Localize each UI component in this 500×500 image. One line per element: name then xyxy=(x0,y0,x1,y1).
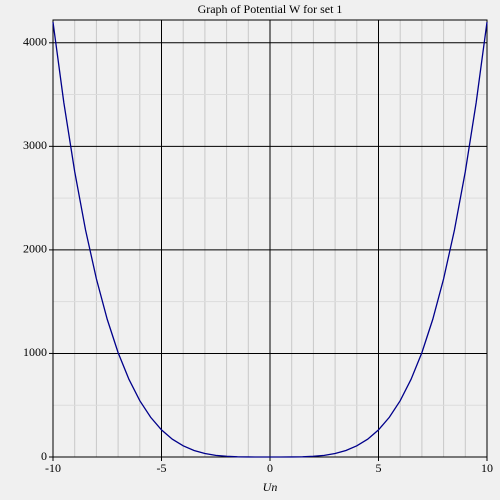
chart-title: Graph of Potential W for set 1 xyxy=(198,2,343,16)
x-tick-label: -10 xyxy=(45,461,61,475)
y-tick-label: 1000 xyxy=(23,345,47,359)
data-line xyxy=(52,21,488,458)
y-tick-label: 3000 xyxy=(23,138,47,152)
x-tick-label: -5 xyxy=(157,461,167,475)
x-tick-label: 5 xyxy=(376,461,382,475)
x-tick-label: 10 xyxy=(481,461,493,475)
y-tick-label: 2000 xyxy=(23,242,47,256)
y-tick-label: 4000 xyxy=(23,35,47,49)
x-axis-label: Un xyxy=(263,480,278,494)
y-tick-label: 0 xyxy=(41,449,47,463)
x-tick-label: 0 xyxy=(267,461,273,475)
